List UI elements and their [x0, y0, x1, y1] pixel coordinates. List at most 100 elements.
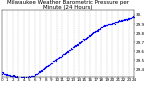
Point	[115, 21, 118, 23]
Point	[68, 49, 70, 50]
Point	[38, 71, 40, 72]
Point	[10, 76, 12, 77]
Point	[29, 76, 32, 77]
Point	[33, 75, 35, 76]
Point	[78, 42, 81, 44]
Point	[100, 26, 103, 28]
Point	[103, 24, 105, 26]
Point	[76, 44, 79, 45]
Point	[12, 75, 14, 76]
Point	[46, 65, 48, 66]
Point	[35, 73, 38, 75]
Point	[4, 74, 7, 75]
Point	[108, 24, 110, 25]
Point	[18, 78, 21, 79]
Point	[5, 73, 8, 75]
Point	[42, 69, 45, 70]
Point	[69, 49, 71, 50]
Point	[2, 72, 5, 73]
Point	[99, 27, 102, 29]
Point	[44, 67, 46, 68]
Point	[84, 39, 87, 40]
Point	[40, 69, 43, 70]
Point	[93, 31, 96, 33]
Point	[30, 75, 32, 77]
Point	[107, 24, 109, 25]
Point	[101, 25, 104, 27]
Point	[19, 78, 22, 80]
Point	[32, 75, 34, 77]
Point	[69, 49, 72, 50]
Point	[4, 73, 6, 75]
Point	[79, 42, 81, 44]
Point	[75, 45, 77, 46]
Point	[41, 70, 44, 71]
Point	[45, 65, 48, 67]
Point	[86, 37, 88, 39]
Point	[81, 39, 84, 40]
Point	[80, 40, 83, 42]
Point	[55, 59, 57, 60]
Point	[102, 25, 104, 27]
Point	[116, 21, 119, 23]
Point	[48, 63, 51, 65]
Point	[24, 76, 27, 78]
Point	[40, 70, 42, 72]
Point	[25, 77, 28, 78]
Point	[52, 60, 54, 62]
Point	[97, 29, 99, 30]
Point	[67, 51, 69, 52]
Point	[22, 77, 24, 78]
Point	[117, 19, 120, 21]
Point	[1, 71, 3, 73]
Point	[98, 28, 101, 29]
Point	[104, 24, 107, 25]
Point	[60, 56, 62, 57]
Point	[69, 49, 72, 50]
Point	[10, 75, 13, 77]
Point	[18, 77, 20, 79]
Point	[20, 78, 23, 80]
Point	[128, 17, 131, 19]
Point	[87, 36, 90, 38]
Point	[23, 77, 26, 78]
Point	[112, 22, 114, 24]
Point	[3, 73, 5, 75]
Point	[82, 39, 84, 40]
Point	[62, 54, 65, 55]
Point	[11, 75, 14, 77]
Point	[106, 24, 108, 26]
Point	[21, 77, 23, 79]
Point	[110, 23, 112, 24]
Point	[114, 23, 116, 24]
Point	[96, 30, 99, 31]
Point	[112, 22, 114, 24]
Point	[10, 75, 13, 77]
Point	[83, 39, 85, 41]
Point	[23, 76, 25, 77]
Point	[26, 77, 28, 78]
Point	[21, 77, 24, 78]
Point	[92, 32, 95, 33]
Point	[133, 16, 136, 17]
Point	[36, 72, 39, 73]
Point	[14, 76, 17, 77]
Point	[115, 21, 117, 23]
Point	[77, 42, 80, 44]
Point	[119, 20, 121, 21]
Point	[77, 44, 79, 45]
Point	[71, 48, 73, 50]
Point	[75, 44, 78, 46]
Point	[22, 77, 25, 78]
Point	[58, 56, 61, 58]
Point	[89, 35, 91, 37]
Point	[102, 25, 105, 26]
Point	[106, 24, 109, 25]
Point	[37, 72, 40, 73]
Point	[16, 77, 19, 79]
Point	[39, 71, 41, 72]
Point	[8, 75, 11, 76]
Point	[19, 77, 21, 79]
Point	[52, 60, 55, 61]
Point	[123, 19, 125, 20]
